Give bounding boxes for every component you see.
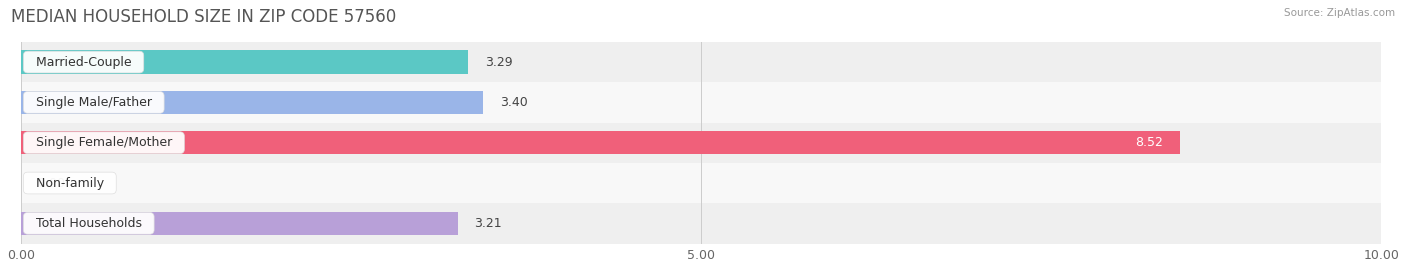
Bar: [21, 131, 1180, 154]
Bar: [21, 91, 484, 114]
Text: Source: ZipAtlas.com: Source: ZipAtlas.com: [1284, 8, 1395, 18]
Bar: [21, 82, 1381, 123]
Text: Married-Couple: Married-Couple: [28, 56, 139, 69]
Bar: [21, 50, 468, 74]
Text: Single Female/Mother: Single Female/Mother: [28, 136, 180, 149]
Bar: [21, 212, 457, 235]
Bar: [21, 203, 1381, 243]
Text: 3.40: 3.40: [499, 96, 527, 109]
Text: Non-family: Non-family: [28, 176, 112, 190]
Text: 8.52: 8.52: [1136, 136, 1164, 149]
Text: Single Male/Father: Single Male/Father: [28, 96, 160, 109]
Bar: [21, 123, 1381, 163]
Text: 3.29: 3.29: [485, 56, 512, 69]
Bar: [21, 163, 1381, 203]
Text: 0.00: 0.00: [38, 176, 65, 190]
Text: Total Households: Total Households: [28, 217, 150, 230]
Text: MEDIAN HOUSEHOLD SIZE IN ZIP CODE 57560: MEDIAN HOUSEHOLD SIZE IN ZIP CODE 57560: [11, 8, 396, 26]
Text: 3.21: 3.21: [474, 217, 502, 230]
Bar: [21, 42, 1381, 82]
